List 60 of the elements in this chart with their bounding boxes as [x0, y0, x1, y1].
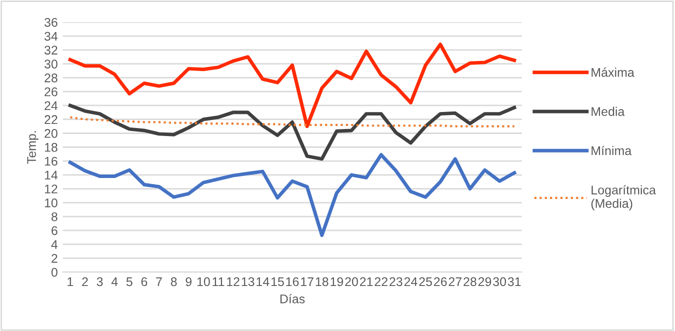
legend-label: Logarítmica (Media)	[591, 185, 656, 210]
x-tick-label: 5	[126, 277, 132, 286]
y-tick-label: 0	[51, 268, 58, 277]
y-tick-label: 34	[44, 32, 58, 41]
y-tick-label: 14	[44, 170, 58, 180]
legend-label: Máxima	[592, 68, 634, 77]
x-tick-label: 16	[286, 277, 299, 286]
y-tick-label: 8	[52, 212, 58, 222]
x-tick-label: 18	[316, 277, 328, 286]
y-tick-label: 10	[44, 198, 58, 208]
x-tick-label: 8	[170, 277, 177, 286]
x-tick-label: 9	[186, 277, 192, 286]
y-tick-label: 16	[44, 156, 58, 166]
x-tick-label: 31	[508, 277, 521, 286]
x-tick-label: 6	[141, 277, 148, 286]
x-tick-label: 1	[68, 277, 74, 286]
x-tick-label: 3	[96, 277, 103, 286]
y-tick-label: 36	[44, 18, 58, 27]
x-tick-label: 13	[242, 277, 254, 286]
y-tick-label: 32	[44, 46, 58, 55]
x-tick-label: 26	[434, 277, 447, 286]
line-series	[68, 104, 516, 161]
y-tick-label: 28	[44, 74, 58, 82]
x-tick-label: 27	[448, 277, 462, 286]
x-tick-label: 11	[212, 277, 224, 286]
y-tick-label: 22	[44, 115, 58, 124]
x-tick-label: 28	[464, 277, 476, 286]
y-tick-label: 18	[44, 142, 58, 152]
x-tick-label: 4	[111, 277, 118, 286]
x-tick-label: 25	[419, 277, 432, 286]
line-series	[68, 42, 516, 128]
y-axis-title: Temp.	[27, 131, 38, 164]
y-tick-label: 26	[44, 87, 58, 96]
y-tick-label: 24	[44, 101, 58, 110]
x-tick-label: 7	[156, 277, 162, 286]
x-tick-label: 15	[271, 277, 284, 286]
x-tick-label: 22	[374, 277, 388, 286]
x-tick-label: 21	[360, 277, 373, 286]
legend-label: Mínima	[592, 146, 632, 156]
x-tick-label: 12	[227, 277, 240, 286]
x-tick-label: 30	[493, 277, 506, 286]
y-tick-label: 20	[44, 129, 58, 138]
x-tick-label: 19	[330, 277, 344, 286]
x-tick-label: 20	[345, 277, 358, 286]
x-tick-label: 14	[256, 277, 270, 286]
y-tick-label: 2	[52, 254, 58, 263]
legend-label: Media	[592, 106, 625, 116]
y-tick-label: 12	[44, 184, 58, 194]
y-tick-label: 4	[51, 240, 58, 249]
x-tick-label: 29	[478, 277, 492, 286]
x-tick-label: 2	[82, 277, 88, 286]
y-tick-label: 30	[44, 60, 58, 68]
x-tick-label: 17	[301, 277, 314, 286]
x-tick-label: 23	[390, 277, 402, 286]
x-tick-label: 10	[197, 277, 210, 286]
x-axis-title: Días	[280, 294, 305, 304]
x-tick-label: 24	[404, 277, 418, 286]
line-series	[68, 153, 516, 238]
line-series	[69, 116, 516, 128]
y-tick-label: 6	[52, 226, 58, 236]
